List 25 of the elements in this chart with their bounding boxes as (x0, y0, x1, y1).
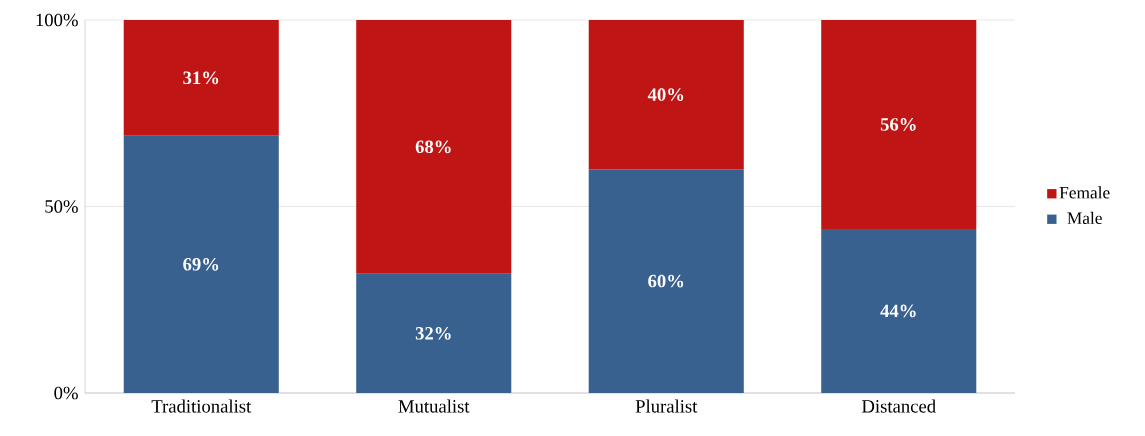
data-label: 69% (183, 257, 219, 271)
data-label: 40% (647, 88, 684, 101)
data-label: 56% (880, 118, 916, 131)
legend-label: Male (1067, 211, 1102, 225)
bar (588, 169, 744, 393)
data-label: 68% (415, 140, 451, 154)
bar (356, 273, 512, 393)
y-tick-label: 0% (54, 386, 78, 400)
bar (588, 20, 744, 170)
data-label: 32% (415, 326, 451, 340)
x-tick-label: Mutualist (398, 399, 470, 413)
bar (123, 135, 279, 393)
x-tick-label: Distanced (861, 399, 936, 413)
x-tick-label: Pluralist (635, 399, 698, 413)
x-tick-label: Traditionalist (151, 399, 252, 413)
bar (821, 20, 977, 229)
bar (821, 228, 977, 393)
bar (356, 20, 512, 274)
y-tick-label: 50% (45, 200, 78, 213)
data-label: 44% (880, 304, 916, 318)
bar (123, 20, 279, 136)
legend-label: Female (1059, 186, 1110, 199)
y-tick-label: 100% (36, 13, 78, 27)
data-label: 31% (183, 71, 219, 85)
data-label: 60% (648, 274, 684, 288)
